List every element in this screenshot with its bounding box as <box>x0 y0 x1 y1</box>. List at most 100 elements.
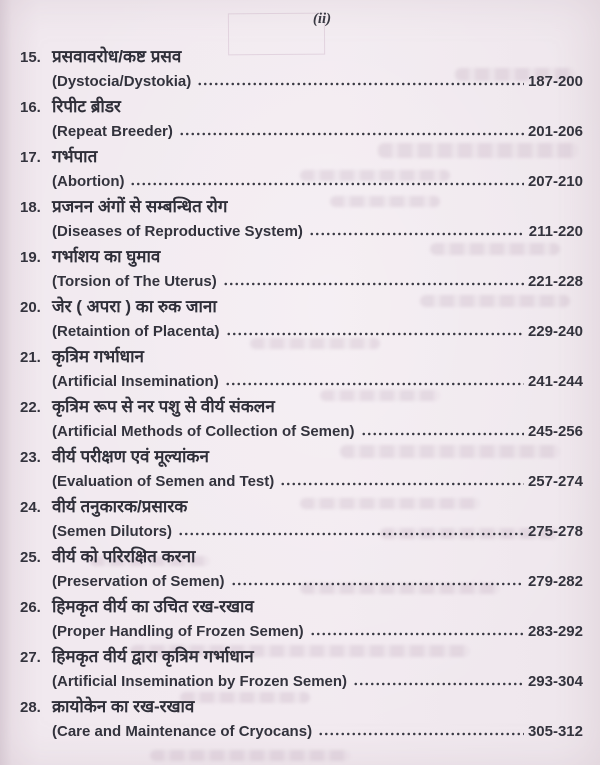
dot-leader <box>353 682 524 686</box>
toc-entry: 26. हिमकृत वीर्य का उचित रख-रखाव (Proper… <box>0 594 600 644</box>
table-of-contents: 15. प्रसवावरोध/कष्ट प्रसव (Dystocia/Dyst… <box>0 44 600 744</box>
toc-entry: 20. जेर ( अपरा ) का रुक जाना (Retaintion… <box>0 294 600 344</box>
toc-entry: 15. प्रसवावरोध/कष्ट प्रसव (Dystocia/Dyst… <box>0 44 600 94</box>
entry-number: 25. <box>20 549 41 566</box>
entry-page-range: 257-274 <box>527 473 583 490</box>
entry-number: 19. <box>20 249 41 266</box>
dot-leader <box>308 232 525 236</box>
entry-page-range: 305-312 <box>527 723 583 740</box>
bleed-through-smudge <box>320 390 440 401</box>
entry-page-range: 187-200 <box>527 73 583 90</box>
entry-title-english: (Care and Maintenance of Cryocans) <box>52 723 313 740</box>
bleed-through-smudge <box>300 170 450 181</box>
dot-leader <box>178 532 524 536</box>
entry-title-english: (Diseases of Reproductive System) <box>52 223 303 240</box>
toc-entry: 17. गर्भपात (Abortion) 207-210 <box>0 144 600 194</box>
bleed-through-smudge <box>300 583 500 594</box>
bleed-through-smudge <box>130 645 470 657</box>
page-number: (ii) <box>312 11 332 27</box>
toc-entry-title-line: 16. रिपीट ब्रीडर <box>0 94 600 119</box>
entry-title-hindi: वीर्य परीक्षण एवं मूल्यांकन <box>52 447 209 466</box>
toc-entry-detail-line: (Artificial Methods of Collection of Sem… <box>52 419 583 444</box>
toc-entry-detail-line: (Artificial Insemination) 241-244 <box>52 369 583 394</box>
toc-entry-detail-line: (Semen Dilutors) 275-278 <box>52 519 583 544</box>
toc-entry: 19. गर्भाशय का घुमाव (Torsion of The Ute… <box>0 244 600 294</box>
entry-number: 15. <box>20 49 41 66</box>
bleed-through-smudge <box>420 295 570 307</box>
entry-number: 27. <box>20 649 41 666</box>
entry-title-english: (Artificial Insemination) <box>52 373 219 390</box>
toc-entry: 22. कृत्रिम रूप से नर पशु से वीर्य संकलन… <box>0 394 600 444</box>
toc-entry-detail-line: (Abortion) 207-210 <box>52 169 583 194</box>
entry-title-hindi: प्रजनन अंगों से सम्बन्धित रोग <box>52 197 228 216</box>
entry-title-hindi: वीर्य तनुकारक/प्रसारक <box>52 497 188 516</box>
entry-page-range: 207-210 <box>527 173 583 190</box>
toc-entry-title-line: 20. जेर ( अपरा ) का रुक जाना <box>0 294 600 319</box>
dot-leader <box>225 332 524 336</box>
entry-title-english: (Retaintion of Placenta) <box>52 323 220 340</box>
entry-number: 20. <box>20 299 41 316</box>
entry-title-english: (Evaluation of Semen and Test) <box>52 473 275 490</box>
toc-entry-title-line: 24. वीर्य तनुकारक/प्रसारक <box>0 494 600 519</box>
toc-entry: 16. रिपीट ब्रीडर (Repeat Breeder) 201-20… <box>0 94 600 144</box>
bleed-through-smudge <box>340 445 560 458</box>
entry-page-range: 241-244 <box>527 373 583 390</box>
entry-title-english: (Dystocia/Dystokia) <box>52 73 192 90</box>
toc-entry-detail-line: (Proper Handling of Frozen Semen) 283-29… <box>52 619 583 644</box>
entry-page-range: 201-206 <box>527 123 583 140</box>
toc-entry-title-line: 21. कृत्रिम गर्भाधान <box>0 344 600 369</box>
toc-entry-title-line: 23. वीर्य परीक्षण एवं मूल्यांकन <box>0 444 600 469</box>
entry-title-hindi: वीर्य को परिरक्षित करना <box>52 547 196 566</box>
entry-title-english: (Artificial Insemination by Frozen Semen… <box>52 673 348 690</box>
dot-leader <box>360 432 524 436</box>
bleed-through-smudge <box>90 556 210 566</box>
entry-title-english: (Semen Dilutors) <box>52 523 173 540</box>
toc-entry-detail-line: (Evaluation of Semen and Test) 257-274 <box>52 469 583 494</box>
entry-title-hindi: कृत्रिम रूप से नर पशु से वीर्य संकलन <box>52 397 275 416</box>
toc-entry-title-line: 19. गर्भाशय का घुमाव <box>0 244 600 269</box>
toc-entry-detail-line: (Diseases of Reproductive System) 211-22… <box>52 219 583 244</box>
dot-leader <box>318 732 524 736</box>
entry-title-hindi: गर्भपात <box>52 147 98 166</box>
bleed-through-smudge <box>430 243 560 255</box>
toc-entry-detail-line: (Care and Maintenance of Cryocans) 305-3… <box>52 719 583 744</box>
bleed-through-smudge <box>150 750 350 761</box>
entry-title-hindi: क्रायोकेन का रख-रखाव <box>52 697 195 716</box>
entry-title-hindi: जेर ( अपरा ) का रुक जाना <box>52 297 217 316</box>
toc-entry-detail-line: (Torsion of The Uterus) 221-228 <box>52 269 583 294</box>
bleed-through-smudge <box>180 692 310 703</box>
toc-entry-title-line: 25. वीर्य को परिरक्षित करना <box>0 544 600 569</box>
toc-entry-detail-line: (Artificial Insemination by Frozen Semen… <box>52 669 583 694</box>
entry-title-english: (Preservation of Semen) <box>52 573 225 590</box>
entry-title-hindi: हिमकृत वीर्य का उचित रख-रखाव <box>52 597 254 616</box>
entry-page-range: 245-256 <box>527 423 583 440</box>
toc-entry-title-line: 17. गर्भपात <box>0 144 600 169</box>
entry-title-english: (Repeat Breeder) <box>52 123 173 140</box>
entry-page-range: 283-292 <box>527 623 583 640</box>
entry-number: 26. <box>20 599 41 616</box>
dot-leader <box>178 132 524 136</box>
dot-leader <box>224 382 524 386</box>
toc-entry-title-line: 27. हिमकृत वीर्य द्वारा कृत्रिम गर्भाधान <box>0 644 600 669</box>
bleed-through-smudge <box>378 143 578 158</box>
bleed-through-smudge <box>300 498 480 509</box>
entry-number: 24. <box>20 499 41 516</box>
toc-entry-title-line: 26. हिमकृत वीर्य का उचित रख-रखाव <box>0 594 600 619</box>
entry-number: 23. <box>20 449 41 466</box>
entry-title-hindi: प्रसवावरोध/कष्ट प्रसव <box>52 47 182 66</box>
entry-number: 16. <box>20 99 41 116</box>
toc-entry-title-line: 15. प्रसवावरोध/कष्ट प्रसव <box>0 44 600 69</box>
toc-entry-title-line: 18. प्रजनन अंगों से सम्बन्धित रोग <box>0 194 600 219</box>
entry-number: 21. <box>20 349 41 366</box>
entry-title-english: (Torsion of The Uterus) <box>52 273 217 290</box>
entry-title-hindi: रिपीट ब्रीडर <box>52 97 121 116</box>
dot-leader <box>309 632 524 636</box>
entry-title-hindi: हिमकृत वीर्य द्वारा कृत्रिम गर्भाधान <box>52 647 254 666</box>
dot-leader <box>222 282 524 286</box>
toc-entry: 25. वीर्य को परिरक्षित करना (Preservatio… <box>0 544 600 594</box>
entry-page-range: 221-228 <box>527 273 583 290</box>
toc-entry-detail-line: (Preservation of Semen) 279-282 <box>52 569 583 594</box>
toc-entry-detail-line: (Repeat Breeder) 201-206 <box>52 119 583 144</box>
entry-title-english: (Abortion) <box>52 173 125 190</box>
entry-title-english: (Artificial Methods of Collection of Sem… <box>52 423 355 440</box>
